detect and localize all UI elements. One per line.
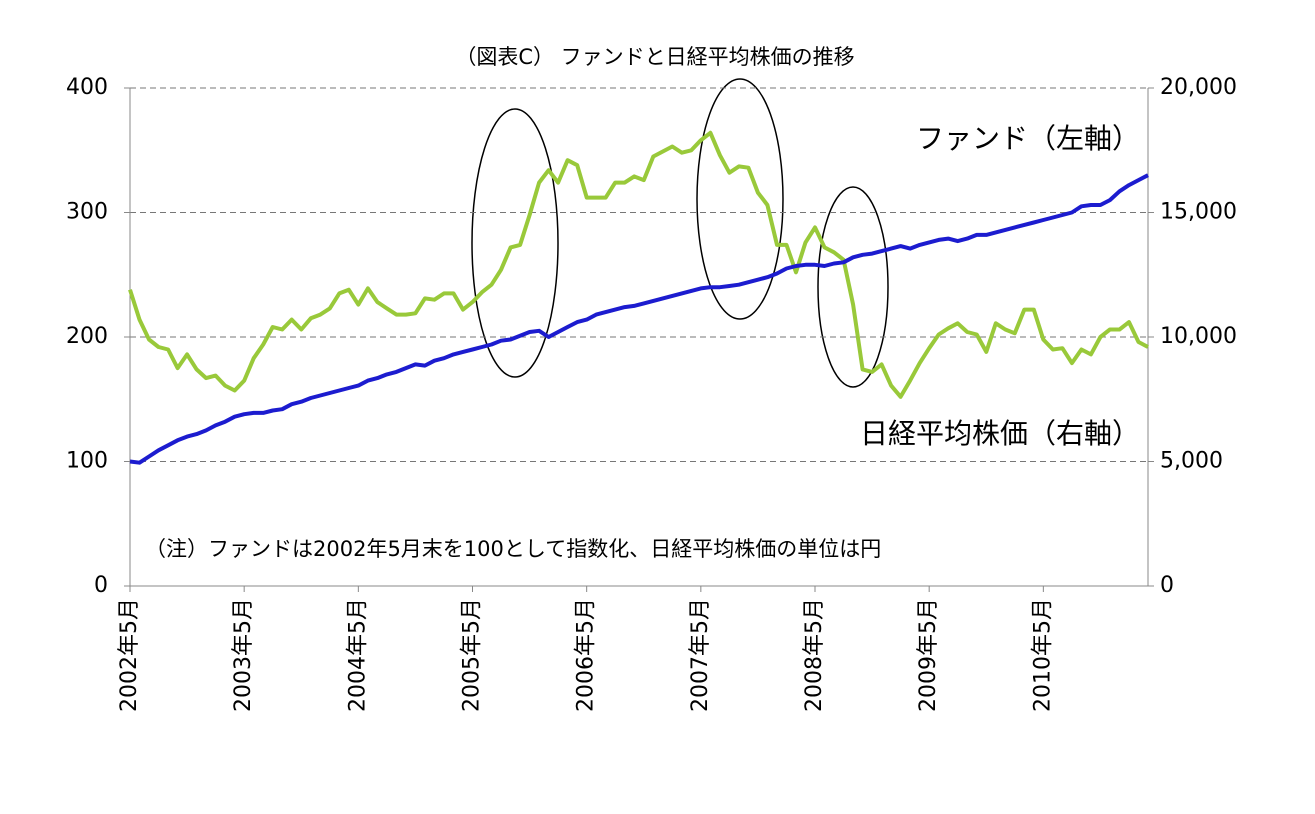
chart-title: （図表C） ファンドと日経平均株価の推移 bbox=[455, 45, 854, 69]
highlight-ellipses bbox=[471, 78, 889, 388]
ellipse bbox=[471, 108, 559, 378]
y2-tick-label: 20,000 bbox=[1160, 75, 1237, 100]
x-tick-label: 2009年5月 bbox=[916, 598, 941, 712]
y-tick-label: 200 bbox=[66, 324, 108, 349]
ellipse bbox=[696, 78, 784, 320]
series-label: ファンド（左軸） bbox=[916, 122, 1140, 155]
ellipse bbox=[817, 186, 889, 388]
y2-tick-label: 5,000 bbox=[1160, 449, 1223, 474]
x-tick-label: 2002年5月 bbox=[117, 598, 142, 712]
y-tick-label: 300 bbox=[66, 200, 108, 225]
y2-tick-label: 15,000 bbox=[1160, 200, 1237, 225]
x-tick-label: 2007年5月 bbox=[688, 598, 713, 712]
x-tick-label: 2008年5月 bbox=[802, 598, 827, 712]
series-line bbox=[128, 130, 1149, 399]
note: （注）ファンドは2002年5月末を100として指数化、日経平均株価の単位は円 bbox=[145, 537, 881, 561]
y2-tick-label: 0 bbox=[1160, 573, 1174, 598]
x-tick-label: 2010年5月 bbox=[1030, 598, 1055, 712]
x-tick-label: 2003年5月 bbox=[231, 598, 256, 712]
x-tick-label: 2005年5月 bbox=[460, 598, 485, 712]
y-tick-label: 0 bbox=[94, 573, 108, 598]
y-tick-label: 100 bbox=[66, 449, 108, 474]
series-line bbox=[129, 173, 1149, 465]
y-tick-label: 400 bbox=[66, 75, 108, 100]
y2-tick-label: 10,000 bbox=[1160, 324, 1237, 349]
x-tick-label: 2006年5月 bbox=[574, 598, 599, 712]
x-tick-label: 2004年5月 bbox=[345, 598, 370, 712]
series-label: 日経平均株価（右軸） bbox=[860, 417, 1140, 450]
